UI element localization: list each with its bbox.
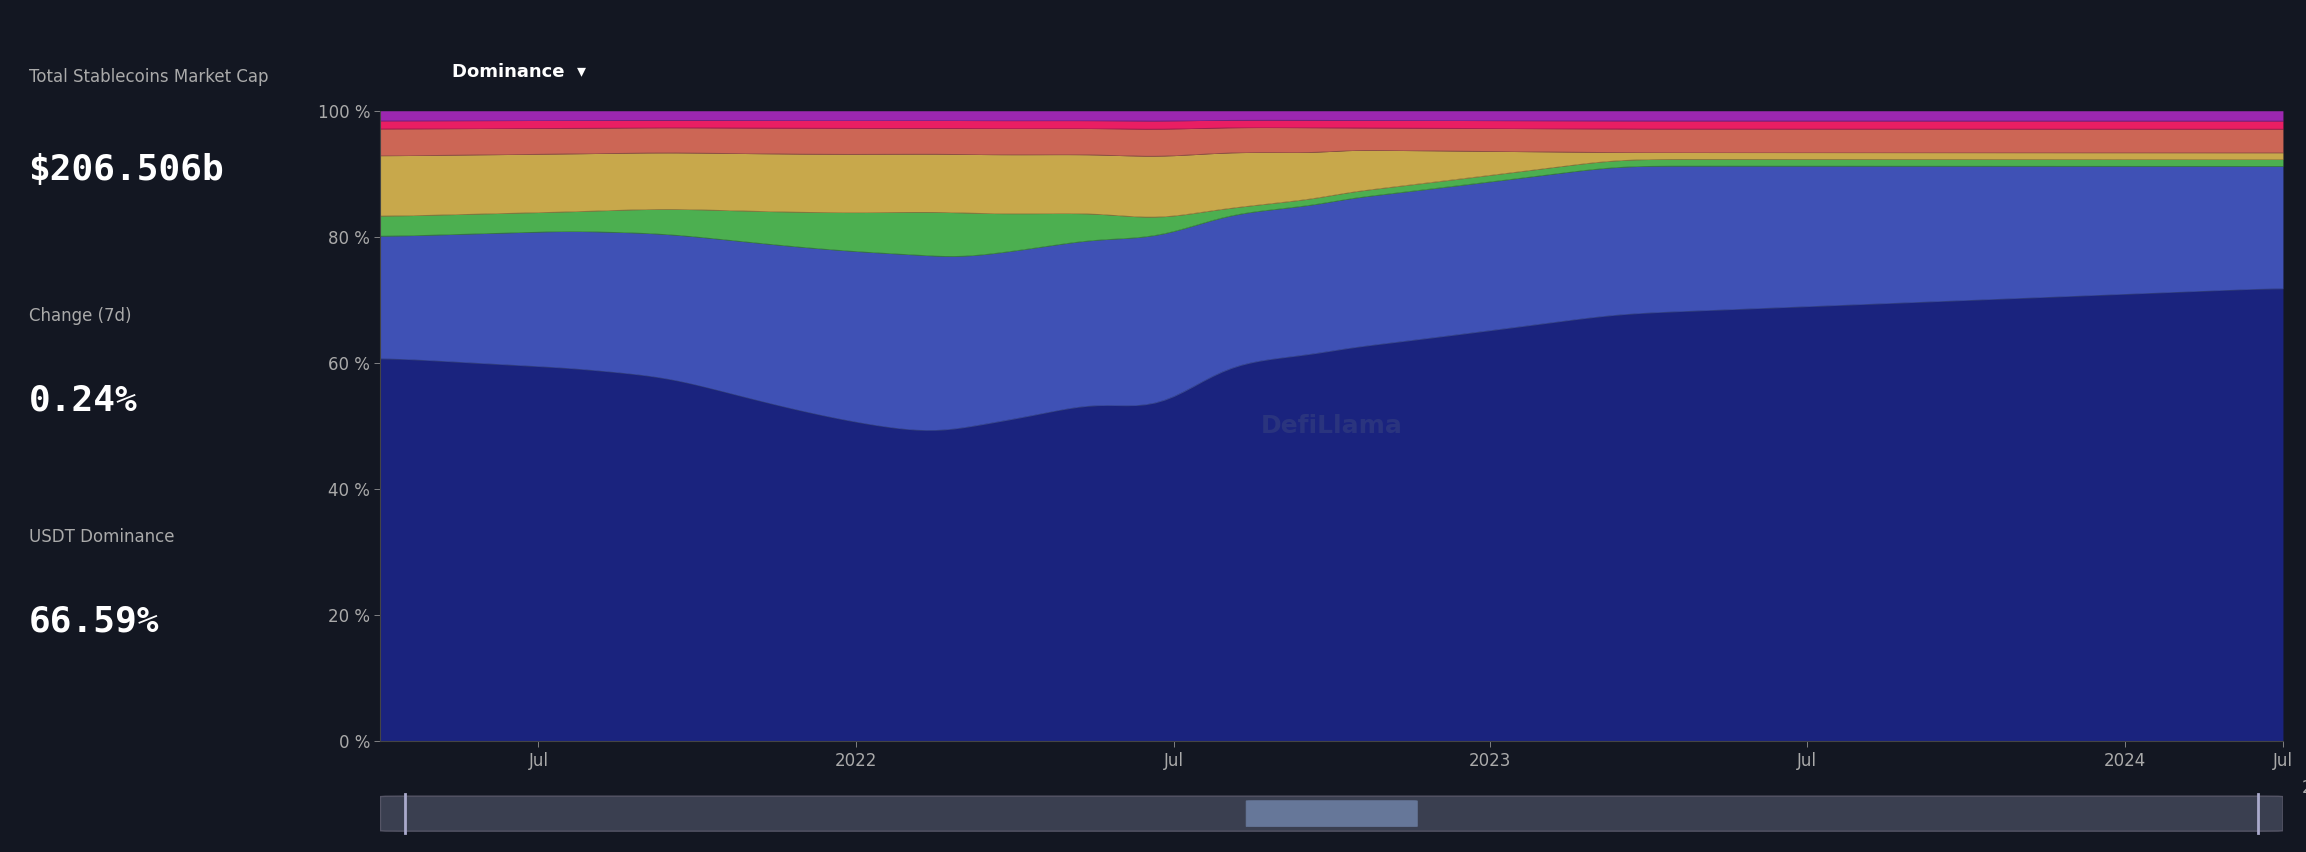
Text: 0.24%: 0.24%: [28, 383, 138, 417]
FancyBboxPatch shape: [1245, 801, 1418, 826]
Text: Change (7d): Change (7d): [28, 307, 131, 325]
Text: 66.59%: 66.59%: [28, 605, 159, 639]
Text: $206.506b: $206.506b: [28, 153, 224, 187]
Text: 2025: 2025: [2301, 779, 2306, 797]
Text: Dominance  ▾: Dominance ▾: [452, 63, 586, 82]
Text: USDT Dominance: USDT Dominance: [28, 528, 173, 546]
FancyBboxPatch shape: [380, 796, 2283, 832]
Text: DefiLlama: DefiLlama: [1261, 414, 1402, 438]
Text: Total Stablecoins Market Cap: Total Stablecoins Market Cap: [28, 68, 267, 86]
